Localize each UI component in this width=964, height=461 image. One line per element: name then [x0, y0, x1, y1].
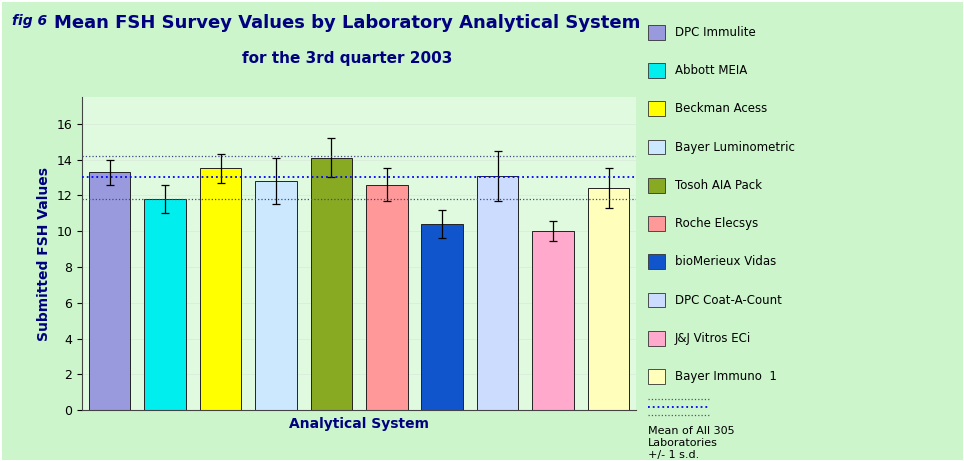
- Bar: [477, 176, 519, 410]
- Text: Abbott MEIA: Abbott MEIA: [675, 64, 747, 77]
- Text: Roche Elecsys: Roche Elecsys: [675, 217, 758, 230]
- Text: for the 3rd quarter 2003: for the 3rd quarter 2003: [242, 51, 452, 66]
- Text: DPC Immulite: DPC Immulite: [675, 26, 756, 39]
- Y-axis label: Submitted FSH Values: Submitted FSH Values: [37, 166, 51, 341]
- Text: Bayer Luminometric: Bayer Luminometric: [675, 141, 794, 154]
- Text: bioMerieux Vidas: bioMerieux Vidas: [675, 255, 776, 268]
- Text: Beckman Acess: Beckman Acess: [675, 102, 767, 115]
- Bar: [255, 181, 297, 410]
- Bar: [310, 158, 352, 410]
- Text: J&J Vitros ECi: J&J Vitros ECi: [675, 332, 751, 345]
- Text: DPC Coat-A-Count: DPC Coat-A-Count: [675, 294, 782, 307]
- Text: Mean FSH Survey Values by Laboratory Analytical System: Mean FSH Survey Values by Laboratory Ana…: [54, 14, 640, 32]
- Bar: [200, 168, 241, 410]
- Bar: [145, 199, 186, 410]
- Bar: [588, 188, 629, 410]
- Text: Bayer Immuno  1: Bayer Immuno 1: [675, 370, 777, 383]
- Bar: [421, 224, 463, 410]
- Bar: [532, 231, 574, 410]
- Bar: [366, 184, 408, 410]
- Text: Tosoh AIA Pack: Tosoh AIA Pack: [675, 179, 762, 192]
- Bar: [89, 172, 130, 410]
- Text: Mean of All 305
Laboratories
+/- 1 s.d.: Mean of All 305 Laboratories +/- 1 s.d.: [648, 426, 735, 460]
- X-axis label: Analytical System: Analytical System: [289, 417, 429, 431]
- Text: fig 6: fig 6: [12, 14, 46, 28]
